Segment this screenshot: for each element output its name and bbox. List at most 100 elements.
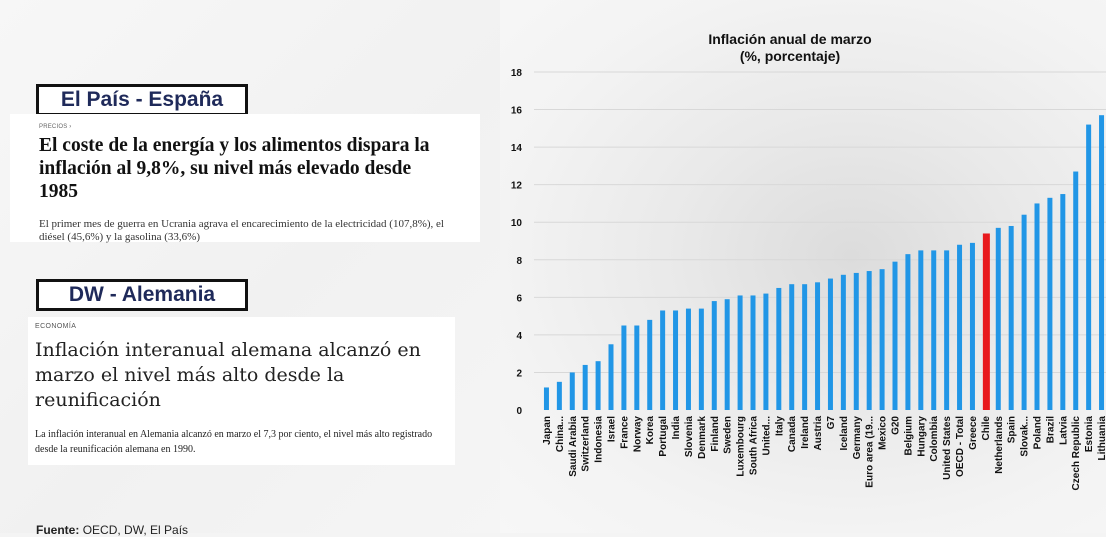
x-tick-label: Colombia (929, 416, 940, 462)
x-tick-label: Hungary (916, 416, 927, 457)
x-tick-label: Indonesia (594, 416, 605, 463)
x-tick-label: United... (761, 416, 772, 456)
x-tick-label: Ireland (800, 416, 811, 449)
x-tick-label: Finland (710, 416, 721, 452)
y-tick-label: 2 (516, 368, 522, 379)
bar (892, 261, 898, 410)
x-tick-label: Canada (787, 416, 798, 453)
x-tick-label: France (619, 416, 630, 449)
x-tick-label: Chile (981, 416, 992, 441)
bar (776, 287, 782, 410)
bar (866, 271, 872, 410)
y-tick-label: 0 (516, 406, 522, 417)
bar (660, 310, 666, 410)
bar (918, 250, 924, 410)
bar (685, 308, 691, 410)
bar (1021, 214, 1027, 410)
x-tick-label: Belgium (903, 416, 914, 456)
x-tick-label: Portugal (658, 416, 669, 457)
bar (673, 310, 679, 410)
bar (556, 381, 562, 410)
y-tick-label: 12 (511, 181, 523, 192)
bar (711, 301, 717, 410)
chart-title: Inflación anual de marzo (708, 31, 872, 47)
chart-subtitle: (%, porcentaje) (739, 48, 841, 64)
bar (1086, 124, 1092, 411)
dw-kicker[interactable]: ECONOMÍA (35, 323, 77, 330)
elpais-kicker[interactable]: PRECIOS › (39, 124, 72, 130)
bar (1099, 115, 1105, 410)
bar (1073, 171, 1079, 410)
dw-label: DW - Alemania (36, 279, 248, 311)
x-tick-label: Greece (968, 416, 979, 450)
bar (1008, 225, 1014, 410)
bar (1047, 197, 1053, 410)
dw-subheadline: La inflación interanual en Alemania alca… (35, 429, 433, 455)
chart-background (500, 0, 1106, 533)
x-tick-label: Spain (1007, 416, 1018, 443)
bar (750, 295, 756, 410)
x-tick-label: Euro area (19... (865, 416, 876, 488)
x-tick-label: Iceland (839, 416, 850, 450)
x-tick-label: Slovenia (684, 416, 695, 458)
y-tick-label: 18 (511, 68, 523, 79)
bar (698, 308, 704, 410)
x-tick-label: South Africa (749, 416, 760, 476)
x-tick-label: Japan (542, 416, 553, 445)
bar (737, 295, 743, 410)
bar (647, 319, 653, 410)
x-tick-label: Mexico (878, 416, 889, 450)
bar (1060, 194, 1066, 410)
x-tick-label: Brazil (1045, 416, 1056, 443)
x-tick-label: Italy (774, 416, 785, 436)
bar (905, 254, 911, 410)
bar (969, 242, 975, 410)
x-tick-label: G20 (891, 416, 902, 435)
elpais-headline[interactable]: El coste de la energía y los alimentos d… (39, 135, 430, 202)
y-tick-label: 4 (516, 331, 522, 342)
y-tick-label: 6 (516, 293, 522, 304)
x-tick-label: G7 (826, 416, 837, 430)
x-tick-label: Netherlands (994, 416, 1005, 474)
bar (543, 387, 549, 410)
dw-headline[interactable]: Inflación interanual alemana alcanzó en … (35, 339, 421, 411)
bar (569, 372, 575, 410)
bar (827, 278, 833, 410)
x-tick-label: Latvia (1058, 416, 1069, 445)
x-tick-label: Norway (632, 416, 643, 453)
elpais-article-card[interactable]: PRECIOS › El coste de la energía y los a… (10, 114, 480, 243)
bar (582, 364, 588, 410)
x-tick-label: Saudi Arabia (568, 416, 579, 477)
y-tick-label: 10 (511, 218, 523, 229)
bar (995, 227, 1001, 410)
dw-article-card[interactable]: ECONOMÍA Inflación interanual alemana al… (28, 317, 455, 465)
x-tick-label: Israel (607, 416, 618, 442)
bar (802, 284, 808, 410)
x-tick-label: China... (555, 416, 566, 452)
bar (944, 250, 950, 410)
x-tick-label: Sweden (723, 416, 734, 454)
bar (879, 269, 885, 410)
bar (815, 282, 821, 410)
bar (724, 299, 730, 410)
x-tick-label: Slovak... (1020, 416, 1031, 457)
bar (957, 244, 963, 410)
x-tick-label: Korea (645, 416, 656, 445)
bar (621, 325, 627, 410)
x-tick-label: Germany (852, 416, 863, 460)
x-tick-label: Lithuania (1097, 416, 1106, 461)
x-tick-label: Poland (1033, 416, 1044, 449)
bar (634, 325, 640, 410)
x-tick-label: Luxembourg (736, 416, 747, 477)
bar (608, 344, 614, 410)
x-tick-label: India (671, 416, 682, 440)
bar (840, 274, 846, 410)
y-tick-label: 14 (511, 143, 523, 154)
bar (931, 250, 937, 410)
x-tick-label: Denmark (697, 416, 708, 459)
bar (763, 293, 769, 410)
x-tick-label: OECD - Total (955, 416, 966, 477)
bar (1034, 203, 1040, 410)
x-tick-label: Estonia (1084, 416, 1095, 453)
